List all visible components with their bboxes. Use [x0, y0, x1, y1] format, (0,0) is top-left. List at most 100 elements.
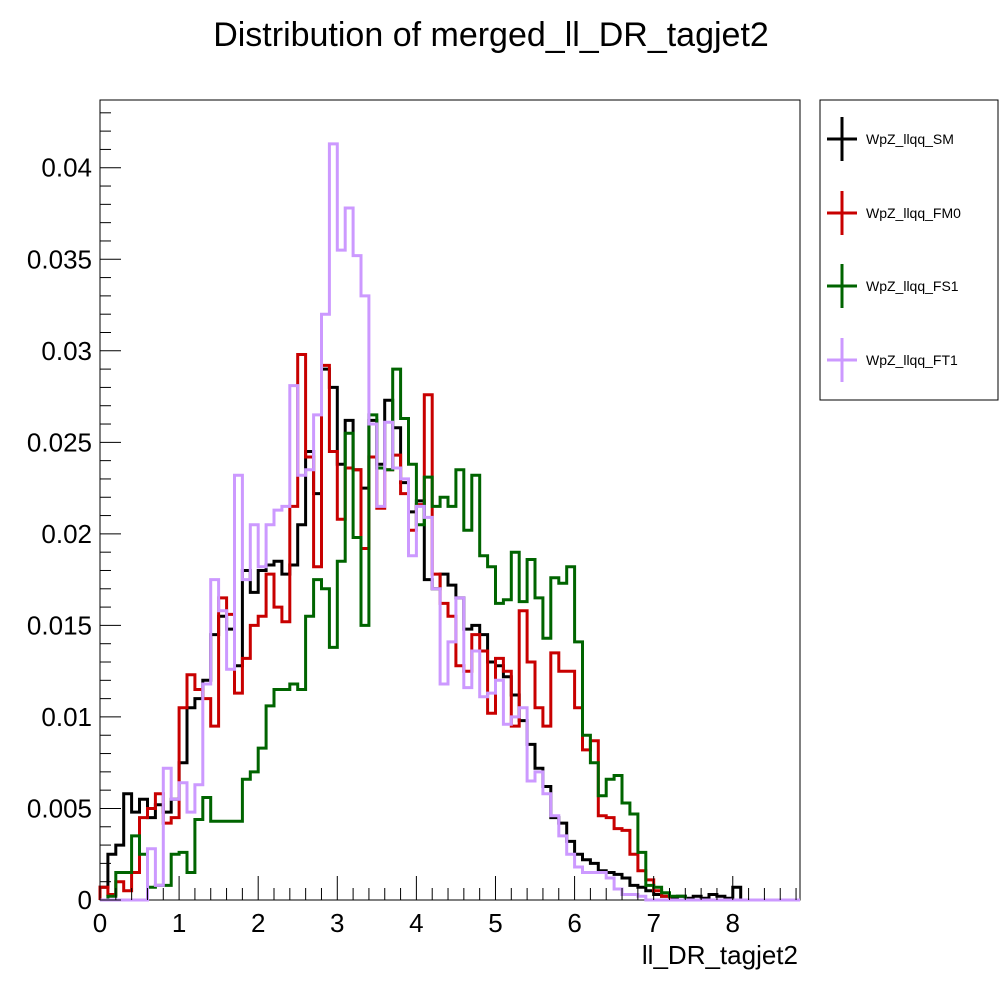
histogram-bin — [638, 852, 646, 900]
histogram-bin — [345, 208, 353, 900]
histogram-bin — [654, 887, 662, 900]
histogram-bin — [511, 717, 519, 900]
plot-frame — [99, 99, 801, 901]
histogram-bin — [235, 475, 243, 900]
x-tick-label: 2 — [251, 908, 265, 938]
y-tick-label: 0.02 — [41, 519, 92, 549]
histogram-bin — [219, 611, 227, 900]
legend-label: WpZ_llqq_FS1 — [866, 278, 959, 294]
y-tick-label: 0.025 — [27, 427, 92, 457]
histogram-bin — [638, 896, 646, 900]
histogram-bin — [337, 250, 345, 900]
y-tick-label: 0.035 — [27, 244, 92, 274]
histogram-bin — [464, 688, 472, 900]
histogram-bin — [590, 873, 598, 901]
histogram-bin — [583, 873, 591, 901]
histogram-bin — [559, 836, 567, 900]
histogram-bin — [124, 873, 132, 901]
histogram-bin — [329, 144, 337, 900]
x-tick-label: 7 — [646, 908, 660, 938]
histogram-bin — [622, 895, 630, 901]
histogram-bin — [519, 708, 527, 900]
legend-label: WpZ_llqq_FT1 — [866, 352, 958, 368]
histogram-bin — [488, 693, 496, 900]
histogram-bin — [290, 386, 298, 900]
histogram-bin — [155, 885, 163, 900]
y-tick-label: 0.015 — [27, 610, 92, 640]
histogram-bin — [377, 506, 385, 900]
histogram-bin — [393, 468, 401, 900]
histogram-bin — [385, 422, 393, 900]
axes: 0 1 2 3 4 5 6 7 8 0 0.005 0.01 0.015 0.02 0.025 0.03 0.0… — [27, 112, 797, 938]
histogram-bin — [258, 567, 266, 900]
histogram-bin — [598, 873, 606, 901]
histogram-bin — [567, 854, 575, 900]
y-tick-label: 0.04 — [41, 153, 92, 183]
histogram-bin — [432, 589, 440, 900]
histogram-bin — [456, 598, 464, 900]
legend-entry: WpZ_llqq_FS1 — [827, 264, 959, 308]
histogram-bin — [409, 556, 417, 900]
histogram-bin — [416, 506, 424, 900]
histogram-bin — [163, 768, 171, 900]
histogram-bin — [148, 849, 156, 900]
histogram-bin — [298, 475, 306, 900]
histogram-bin — [171, 799, 179, 900]
histogram-bin — [322, 314, 330, 900]
histogram-bin — [733, 887, 741, 900]
y-tick-label: 0.03 — [41, 336, 92, 366]
histogram-bin — [606, 878, 614, 900]
y-tick-label: 0 — [78, 885, 92, 915]
legend-entry: WpZ_llqq_FM0 — [827, 191, 961, 235]
histogram-bin — [496, 680, 504, 900]
histogram-bin — [551, 816, 559, 900]
histogram-bin — [535, 772, 543, 900]
x-tick-label: 6 — [567, 908, 581, 938]
histogram-bin — [369, 424, 377, 900]
histogram-bin — [250, 525, 258, 900]
legend-entry: WpZ_llqq_SM — [827, 117, 954, 161]
series-layer — [98, 142, 800, 902]
legend-label: WpZ_llqq_FM0 — [866, 205, 961, 221]
histogram-bin — [575, 867, 583, 900]
y-tick-label: 0.005 — [27, 793, 92, 823]
y-tick-label: 0.01 — [41, 702, 92, 732]
histogram-bin — [242, 580, 250, 900]
x-tick-label: 0 — [93, 908, 107, 938]
histogram-bin — [195, 785, 203, 900]
histogram-bin — [361, 296, 369, 900]
histogram-bin — [314, 415, 322, 900]
x-tick-label: 3 — [330, 908, 344, 938]
legend: WpZ_llqq_SM WpZ_llqq_FM0 WpZ_llqq_FS1 WpZ_l… — [819, 99, 999, 401]
histogram-bin — [401, 479, 409, 900]
histogram-bin — [503, 724, 511, 900]
legend-box — [819, 99, 999, 401]
series-line — [100, 367, 800, 902]
histogram-bin — [187, 812, 195, 900]
histogram-bin — [266, 525, 274, 900]
histogram-bin — [179, 783, 187, 900]
histogram-bin — [622, 803, 630, 900]
x-tick-label: 8 — [726, 908, 740, 938]
histogram-bin — [227, 669, 235, 900]
histogram-bin — [274, 510, 282, 900]
x-tick-label: 4 — [409, 908, 423, 938]
x-axis-label: ll_DR_tagjet2 — [642, 940, 798, 970]
histogram-bin — [448, 642, 456, 900]
histogram-bin — [440, 684, 448, 900]
histogram-bin — [353, 256, 361, 900]
histogram-bin — [527, 781, 535, 900]
chart-title: Distribution of merged_ll_DR_tagjet2 — [213, 16, 769, 54]
histogram-bin — [203, 684, 211, 900]
legend-label: WpZ_llqq_SM — [866, 131, 954, 147]
x-tick-label: 5 — [488, 908, 502, 938]
legend-entry: WpZ_llqq_FT1 — [827, 338, 958, 382]
histogram-bin — [282, 506, 290, 900]
histogram-bin — [306, 470, 314, 900]
series-WpZ_llqq_FS1 — [100, 367, 800, 902]
histogram-bin — [543, 794, 551, 900]
histogram-bin — [480, 697, 488, 900]
histogram-bin — [132, 836, 140, 900]
histogram-bin — [472, 651, 480, 900]
